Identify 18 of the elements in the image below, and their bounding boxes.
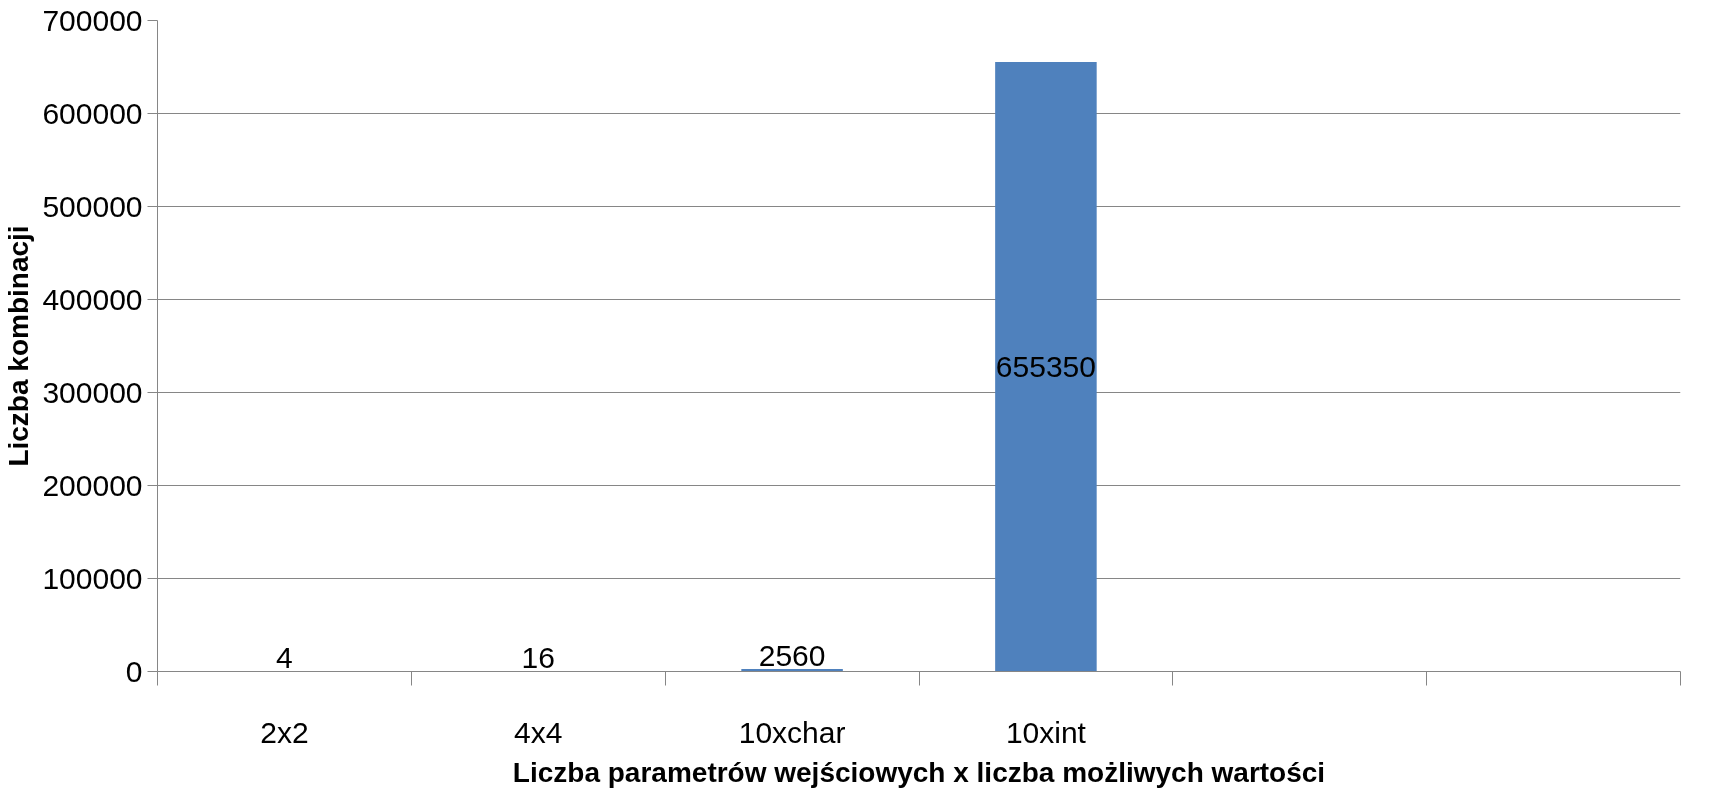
data-label: 16 [521, 641, 555, 675]
y-tick-label: 400000 [42, 282, 143, 316]
x-tick-label: 10xchar [738, 715, 846, 749]
y-tick-label: 600000 [42, 96, 143, 130]
y-tick-label: 700000 [42, 3, 143, 37]
x-tick-label: 10xint [1005, 715, 1087, 749]
data-label: 2560 [758, 639, 826, 673]
x-tick-label: 4x4 [514, 715, 563, 749]
data-label: 655350 [995, 349, 1096, 383]
y-tick-label: 200000 [42, 468, 143, 502]
y-axis-title: Liczba kombinacji [3, 225, 35, 467]
data-label: 4 [276, 641, 293, 675]
y-tick-label: 100000 [42, 561, 143, 595]
y-tick-label: 300000 [42, 375, 143, 409]
y-tick-label: 0 [125, 654, 143, 688]
x-axis-title: Liczba parametrów wejściowych x liczba możliwych wartości [512, 756, 1326, 788]
x-tick-label: 2x2 [260, 715, 309, 749]
y-tick-label: 500000 [42, 189, 143, 223]
